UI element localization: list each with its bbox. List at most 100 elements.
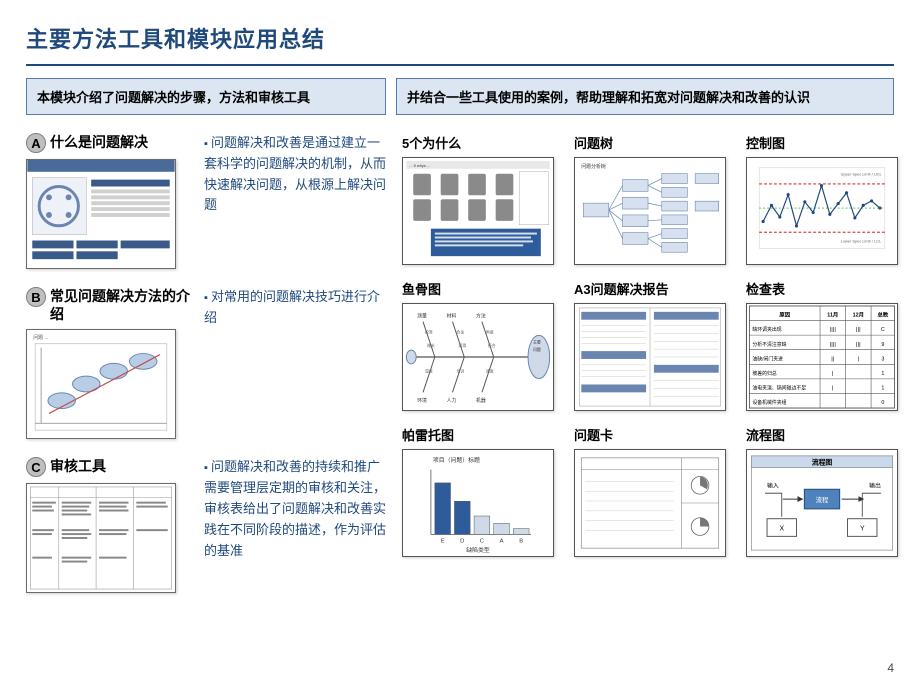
svg-text:C: C (881, 327, 885, 333)
svg-text:X: X (779, 525, 784, 532)
svg-text:机器: 机器 (476, 397, 486, 404)
header-row: 本模块介绍了问题解决的步骤，方法和审核工具 并结合一些工具使用的案例，帮助理解和… (26, 78, 894, 115)
svg-text:Lower Spec Limit / LCL: Lower Spec Limit / LCL (841, 238, 882, 243)
svg-text:总数: 总数 (877, 311, 888, 319)
svg-text:角度: 角度 (486, 329, 494, 334)
card-row-2: 鱼骨图 测量材料方法 环境人力机器 (402, 279, 898, 411)
svg-text:|||: ||| (856, 327, 861, 333)
card-a3: A3问题解决报告 (574, 279, 726, 411)
svg-text:润滑: 润滑 (458, 343, 466, 348)
thumb-5whys: ... 5 whys ... (402, 157, 554, 265)
svg-text:Upper Spec Limit / UCL: Upper Spec Limit / UCL (841, 172, 883, 177)
thumb-problemcard (574, 449, 726, 557)
section-a-desc: 问题解决和改善是通过建立一套科学的问题解决的机制，从而快速解决问题，从根源上解决… (204, 133, 386, 269)
svg-text:接合: 接合 (488, 343, 496, 348)
header-right: 并结合一些工具使用的案例，帮助理解和拓宽对问题解决和改善的认识 (396, 78, 894, 115)
svg-text:校准: 校准 (425, 329, 433, 334)
svg-text:原因: 原因 (779, 311, 790, 319)
svg-text:培训: 培训 (456, 369, 464, 374)
svg-text:问题 ...: 问题 ... (33, 334, 48, 341)
svg-text:A: A (500, 538, 504, 544)
badge-b: B (26, 287, 46, 307)
section-b-title: 常见问题解决方法的介绍 (50, 287, 192, 323)
section-b: B 常见问题解决方法的介绍 问题 ... (26, 287, 386, 439)
card-problemcard: 问题卡 (574, 425, 726, 557)
section-c: C 审核工具 (26, 457, 386, 593)
right-column: 5个为什么 ... 5 whys ... (402, 133, 898, 593)
svg-text:流程: 流程 (816, 495, 829, 504)
svg-text:问题: 问题 (533, 347, 541, 352)
thumb-c (26, 483, 176, 593)
thumb-check: 原因11月12月总数缺环调夹出现|||||||C分析不清注意缺|||||||9油… (746, 303, 898, 411)
svg-text:||||: |||| (830, 327, 836, 333)
svg-text:项目（问题）标题: 项目（问题）标题 (433, 456, 480, 464)
slide-title: 主要方法工具和模块应用总结 (26, 22, 894, 66)
section-c-desc: 问题解决和改善的持续和推广需要管理层定期的审核和关注，审核表给出了问题解决和改善… (204, 457, 386, 593)
svg-text:主要: 主要 (533, 339, 541, 344)
svg-text:E: E (441, 538, 445, 544)
svg-text:油电夹渣、锅间碰边不足: 油电夹渣、锅间碰边不足 (752, 385, 806, 392)
thumb-tree: 问题分析树 (574, 157, 726, 265)
svg-text:油缺/闲门夹进: 油缺/闲门夹进 (752, 355, 783, 362)
svg-text:||||: |||| (830, 342, 836, 348)
svg-text:9: 9 (881, 342, 884, 348)
svg-text:材料: 材料 (447, 313, 457, 320)
thumb-pareto: 项目（问题）标题 E D C A B 缺陷类型 (402, 449, 554, 557)
svg-text:环境: 环境 (417, 397, 427, 404)
svg-text:D: D (460, 538, 464, 544)
svg-text:11月: 11月 (827, 311, 838, 319)
svg-text:缺陷类型: 缺陷类型 (466, 546, 490, 554)
svg-text:缺环调夹出现: 缺环调夹出现 (752, 326, 781, 333)
svg-text:速度: 速度 (486, 369, 494, 374)
svg-text:分析不清注意缺: 分析不清注意缺 (752, 341, 786, 348)
svg-text:C: C (480, 538, 485, 544)
header-left: 本模块介绍了问题解决的步骤，方法和审核工具 (26, 78, 386, 115)
svg-text:B: B (519, 538, 523, 544)
svg-text:微米: 微米 (427, 343, 435, 348)
card-check: 检查表 原因11月12月总数缺环调夹出现|||||||C分析不清注意缺|||||… (746, 279, 898, 411)
svg-text:1: 1 (881, 386, 884, 392)
thumb-a3 (574, 303, 726, 411)
svg-text:坡差的归总: 坡差的归总 (752, 370, 777, 377)
svg-text:测量: 测量 (417, 313, 427, 320)
card-flow: 流程图 流程图输入 输出流程 X Y (746, 425, 898, 557)
svg-text:设备机械件夹组: 设备机械件夹组 (752, 399, 786, 406)
svg-text:输出: 输出 (869, 481, 881, 489)
svg-text:湿度: 湿度 (425, 369, 433, 374)
svg-text:12月: 12月 (853, 311, 864, 319)
svg-text:流程图: 流程图 (812, 458, 833, 467)
svg-text:|: | (858, 356, 860, 362)
svg-text:Y: Y (860, 525, 865, 532)
svg-text:合金: 合金 (456, 329, 464, 334)
card-5whys: 5个为什么 ... 5 whys ... (402, 133, 554, 265)
card-pareto: 帕雷托图 项目（问题）标题EDCAB缺陷类型 (402, 425, 554, 557)
svg-text:|: | (832, 386, 834, 392)
thumb-flow: 流程图输入 输出流程 X Y (746, 449, 898, 557)
card-fishbone: 鱼骨图 测量材料方法 环境人力机器 (402, 279, 554, 411)
svg-text:... 5 whys ...: ... 5 whys ... (409, 163, 430, 168)
card-row-1: 5个为什么 ... 5 whys ... (402, 133, 898, 265)
section-c-title: 审核工具 (50, 457, 106, 475)
thumb-a (26, 159, 176, 269)
badge-c: C (26, 457, 46, 477)
card-control: 控制图 Upper Spec Limit / UCLLower Spec Lim… (746, 133, 898, 265)
section-a-title: 什么是问题解决 (50, 133, 148, 151)
badge-a: A (26, 133, 46, 153)
section-b-desc: 对常用的问题解决技巧进行介绍 (204, 287, 386, 439)
svg-text:0: 0 (881, 400, 884, 406)
svg-text:1: 1 (881, 371, 884, 377)
section-a: A 什么是问题解决 (26, 133, 386, 269)
thumb-b: 问题 ... (26, 329, 176, 439)
thumb-fishbone: 测量 材料 方法 环境 人力 机器 校准 合金 角度 微米 润滑 接合 湿度 培训 速度 主要 问题 (402, 303, 554, 411)
svg-text:|: | (832, 371, 834, 377)
svg-text:人力: 人力 (447, 397, 457, 404)
svg-text:输入: 输入 (767, 481, 779, 489)
thumb-control: Upper Spec Limit / UCL Lower Spec Limit /… (746, 157, 898, 265)
svg-text:|||: ||| (856, 342, 861, 348)
svg-text:3: 3 (881, 356, 884, 362)
svg-text:方法: 方法 (476, 313, 486, 320)
page-number: 4 (887, 661, 894, 675)
svg-text:问题分析树: 问题分析树 (581, 163, 606, 170)
left-column: A 什么是问题解决 (26, 133, 386, 593)
card-tree: 问题树 问题分析树 (574, 133, 726, 265)
